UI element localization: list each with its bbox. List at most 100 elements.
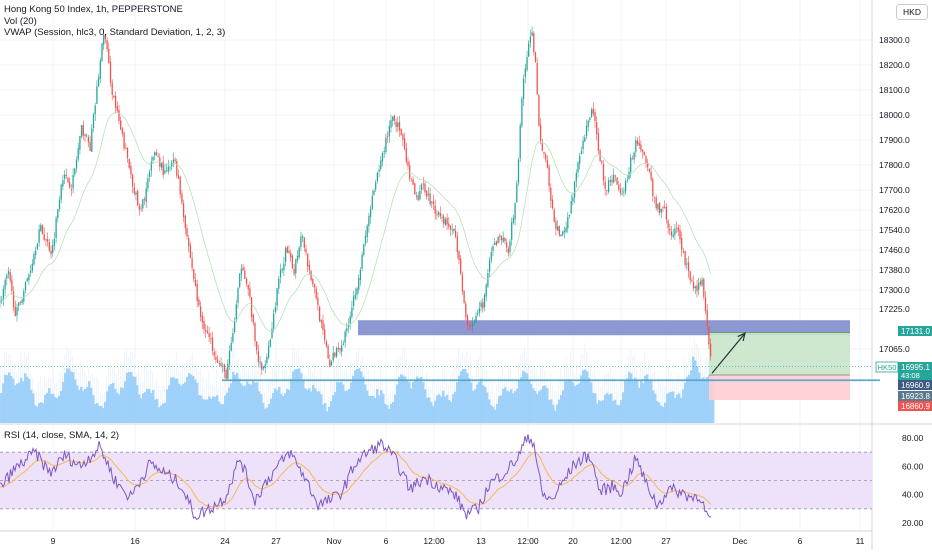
volume-spike bbox=[14, 362, 16, 386]
volume-spike bbox=[146, 361, 148, 389]
volume-bar bbox=[592, 392, 595, 423]
volume-bar bbox=[706, 376, 709, 423]
volume-spike bbox=[630, 349, 632, 374]
volume-spike bbox=[420, 360, 422, 377]
candle-body bbox=[556, 226, 559, 231]
volume-spike bbox=[98, 379, 100, 406]
candle-body bbox=[689, 271, 691, 281]
candle-body bbox=[201, 315, 203, 323]
volume-spike bbox=[564, 362, 566, 382]
volume-spike bbox=[678, 373, 680, 394]
volume-spike bbox=[284, 369, 286, 394]
volume-spike bbox=[116, 373, 118, 393]
volume-bar bbox=[136, 385, 139, 423]
candle-body bbox=[480, 302, 482, 307]
volume-bar bbox=[78, 390, 81, 423]
candle-body bbox=[562, 231, 564, 235]
candle-body bbox=[41, 225, 44, 235]
candle-body bbox=[373, 190, 375, 195]
volume-spike bbox=[300, 358, 302, 374]
candle-body bbox=[63, 174, 66, 179]
zone-layer bbox=[358, 320, 850, 401]
volume-bar bbox=[72, 372, 75, 423]
volume-spike bbox=[4, 354, 6, 375]
candle-body bbox=[329, 359, 331, 367]
volume-spike bbox=[682, 379, 684, 390]
volume-bar bbox=[552, 404, 555, 423]
volume-spike bbox=[144, 366, 146, 393]
volume-spike bbox=[600, 385, 602, 402]
volume-spike bbox=[68, 349, 70, 369]
currency-button[interactable]: HKD bbox=[896, 4, 928, 20]
volume-bar bbox=[60, 390, 63, 423]
volume-bar bbox=[418, 378, 421, 423]
candle-body bbox=[250, 297, 253, 317]
volume-bar bbox=[94, 403, 97, 423]
candle-body bbox=[301, 236, 304, 238]
candle-body bbox=[653, 196, 656, 198]
candle-body bbox=[419, 190, 421, 200]
candle-body bbox=[308, 265, 311, 271]
rsi-indicator-label[interactable]: RSI (14, close, SMA, 14, 2) bbox=[4, 430, 120, 441]
volume-bar bbox=[236, 372, 239, 423]
candle-body bbox=[388, 126, 390, 137]
volume-bar bbox=[536, 393, 539, 423]
volume-spike bbox=[70, 348, 72, 372]
volume-bar bbox=[542, 385, 545, 423]
volume-bar bbox=[640, 380, 643, 423]
volume-spike bbox=[432, 379, 434, 406]
volume-spike bbox=[224, 377, 226, 396]
candle-body bbox=[188, 238, 190, 246]
volume-bar bbox=[62, 381, 65, 423]
vwap-indicator-label[interactable]: VWAP (Session, hlc3, 0, Standard Deviati… bbox=[4, 27, 226, 38]
volume-spike bbox=[402, 347, 404, 376]
candle-body bbox=[240, 268, 243, 275]
volume-spike bbox=[186, 360, 188, 377]
volume-spike bbox=[608, 373, 610, 395]
volume-spike bbox=[374, 370, 376, 398]
volume-bar bbox=[578, 383, 581, 423]
volume-spike bbox=[0, 366, 2, 393]
price-tick-label: 17800.0 bbox=[879, 160, 910, 170]
volume-spike bbox=[520, 355, 522, 378]
volume-spike bbox=[48, 377, 50, 389]
volume-bar bbox=[340, 381, 343, 423]
candle-body bbox=[415, 195, 418, 197]
volume-spike bbox=[662, 380, 664, 407]
candle-body bbox=[407, 161, 409, 167]
volume-spike bbox=[548, 384, 550, 400]
candle-body bbox=[40, 224, 42, 231]
volume-bar bbox=[446, 394, 449, 423]
volume-spike bbox=[582, 354, 584, 371]
volume-bar bbox=[476, 384, 479, 423]
volume-spike bbox=[368, 369, 370, 396]
candle-body bbox=[563, 230, 566, 233]
volume-spike bbox=[362, 357, 364, 377]
candle-body bbox=[347, 324, 350, 328]
volume-spike bbox=[676, 378, 678, 395]
volume-spike bbox=[140, 375, 142, 399]
candle-body bbox=[53, 239, 56, 247]
candle-body bbox=[393, 115, 396, 121]
volume-spike bbox=[168, 359, 170, 386]
candle-body bbox=[227, 364, 229, 379]
volume-bar bbox=[256, 382, 259, 423]
candle-body bbox=[160, 163, 163, 168]
candle-body bbox=[485, 284, 487, 297]
symbol-title[interactable]: Hong Kong 50 Index, 1h, PEPPERSTONE bbox=[4, 4, 183, 15]
volume-spike bbox=[130, 351, 132, 372]
volume-bar bbox=[470, 382, 473, 423]
candle-body bbox=[79, 136, 81, 150]
volume-bar bbox=[412, 381, 415, 423]
volume-indicator-label[interactable]: Vol (20) bbox=[4, 15, 37, 27]
candle-body bbox=[247, 284, 249, 290]
volume-bar bbox=[468, 378, 471, 423]
price-label-box bbox=[898, 391, 932, 401]
volume-bar bbox=[356, 368, 359, 423]
candle-body bbox=[545, 154, 547, 160]
candle-body bbox=[470, 325, 472, 327]
candle-body bbox=[346, 328, 348, 332]
volume-bar bbox=[266, 407, 269, 423]
candle-body bbox=[422, 183, 424, 185]
